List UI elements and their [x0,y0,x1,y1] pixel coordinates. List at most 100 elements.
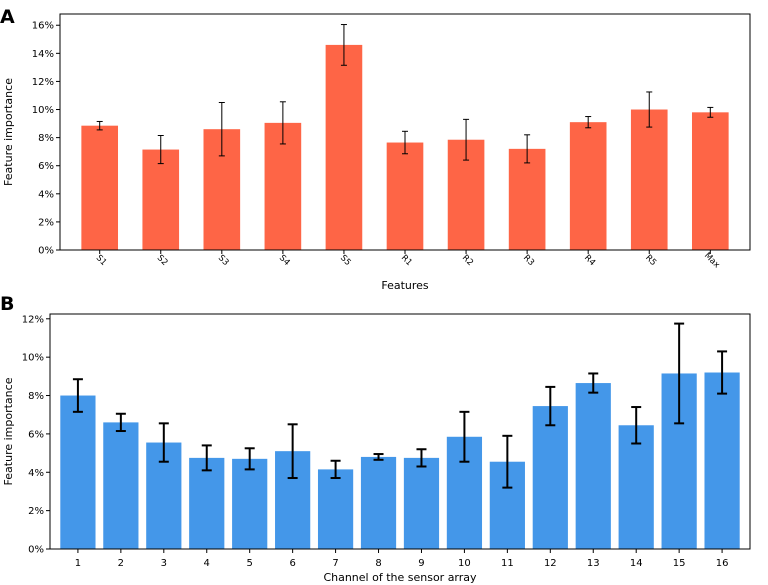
bar-14 [618,425,654,549]
x-tick-label: 12 [544,558,557,569]
x-tick-label: 13 [587,558,600,569]
bar-s1 [81,125,119,250]
x-tick-label: R1 [399,253,414,268]
error-bar-s1 [96,120,103,131]
error-bar-s3 [218,102,225,157]
error-bar-r1 [402,130,408,155]
panel-a-x-ticks: S1 S2 S3 S4 S5 R1 R2 R3 R4 R5 Max [94,250,722,271]
x-tick-label: S5 [338,253,353,268]
x-tick-label: 11 [501,558,514,569]
error-bar-9 [416,448,427,468]
y-tick-label: 2% [28,506,44,517]
x-tick-label: R2 [460,253,475,268]
x-tick-label: 1 [75,558,81,569]
bar-s5 [325,44,363,251]
panel-a-y-axis-label: Feature importance [2,78,15,186]
x-tick-label: 3 [161,558,167,569]
panel-a-axes-frame [59,13,751,251]
error-bar-16 [717,350,728,395]
x-tick-label: R5 [643,253,658,268]
x-tick-label: 2 [118,558,124,569]
bar-max [691,112,729,250]
error-bar-4 [201,444,212,472]
error-bar-s5 [340,24,347,66]
error-bar-r2 [463,118,470,161]
x-tick-label: 8 [375,558,381,569]
y-tick-label: 4% [28,468,44,479]
bar-1 [60,395,96,549]
panel-b-y-axis-label: Feature importance [2,377,15,485]
x-tick-label: S1 [94,253,109,268]
y-tick-label: 6% [28,429,44,440]
y-tick-label: 6% [38,161,54,172]
bar-s2 [142,149,180,250]
error-bar-13 [588,372,599,394]
panel-b-y-ticks: 0% 2% 4% 6% 8% 10% 12% [22,314,50,556]
bar-r4 [569,122,607,250]
panel-b-label: B [0,293,14,315]
error-bar-max [707,106,714,118]
x-tick-label: R3 [521,253,536,268]
panel-a-y-ticks: 0% 2% 4% 6% 8% 10% 12% 14% 16% [32,21,60,257]
x-tick-label: 15 [673,558,686,569]
error-bar-15 [674,322,685,425]
y-tick-label: 0% [28,545,44,556]
x-tick-label: 9 [418,558,424,569]
error-bar-6 [287,423,298,480]
panel-a-bars [81,44,729,251]
x-tick-label: S4 [277,253,292,268]
x-tick-label: S3 [216,253,231,268]
y-tick-label: 4% [38,189,54,200]
panel-b-axes-frame [49,313,751,550]
x-tick-label: 14 [630,558,643,569]
bar-4 [189,457,225,549]
y-tick-label: 2% [38,217,54,228]
panel-b-x-axis-label: Channel of the sensor array [323,571,477,584]
bar-r1 [386,142,424,250]
x-tick-label: S2 [155,253,170,268]
error-bar-2 [115,412,126,433]
error-bar-r5 [646,91,653,128]
panel-b: B 0%2%4%6%8%10%12% 1 2 3 4 5 6 7 8 9 10 11 12 13 14 15… [0,293,751,584]
y-tick-label: 16% [32,21,54,32]
y-tick-label: 14% [32,49,54,60]
y-tick-label: 8% [28,391,44,402]
error-bar-s2 [157,135,164,165]
panel-a-label: A [0,6,15,28]
bar-8 [360,456,397,549]
bar-13 [575,383,611,549]
x-tick-label: 10 [458,558,471,569]
x-tick-label: 4 [204,558,210,569]
x-tick-label: 16 [716,558,729,569]
bar-12 [532,406,568,549]
error-bar-11 [502,434,513,489]
bar-9 [403,457,440,549]
bar-5 [232,458,268,549]
y-tick-label: 8% [38,133,54,144]
error-bar-5 [244,447,255,471]
panel-a-x-axis-label: Features [381,279,429,292]
error-bar-r4 [585,116,592,129]
x-tick-label: 5 [247,558,253,569]
bar-r5 [630,109,668,251]
panel-b-error-bars [72,322,728,489]
error-bar-8 [373,453,384,461]
panel-b-bars [60,372,740,549]
error-bar-7 [330,459,341,480]
panel-b-x-ticks: 1 2 3 4 5 6 7 8 9 10 11 12 13 14 15 16 [75,549,729,569]
error-bar-1 [72,378,83,413]
y-tick-label: 12% [22,314,44,325]
x-tick-label: R4 [582,253,597,268]
x-tick-label: Max [702,251,722,271]
bar-16 [704,372,740,549]
panel-a-error-bars [96,24,714,165]
x-tick-label: 6 [289,558,295,569]
panel-a: A 0% 2% 4% 6% 8% 10% 12% 14% 16% S1 S2 S3 S4 S5 R1 R2 R… [0,6,751,292]
error-bar-12 [545,385,556,427]
y-tick-label: 10% [22,353,44,364]
error-bar-14 [631,406,642,445]
x-tick-label: 7 [332,558,338,569]
bar-2 [103,422,139,549]
bar-r3 [508,148,546,250]
